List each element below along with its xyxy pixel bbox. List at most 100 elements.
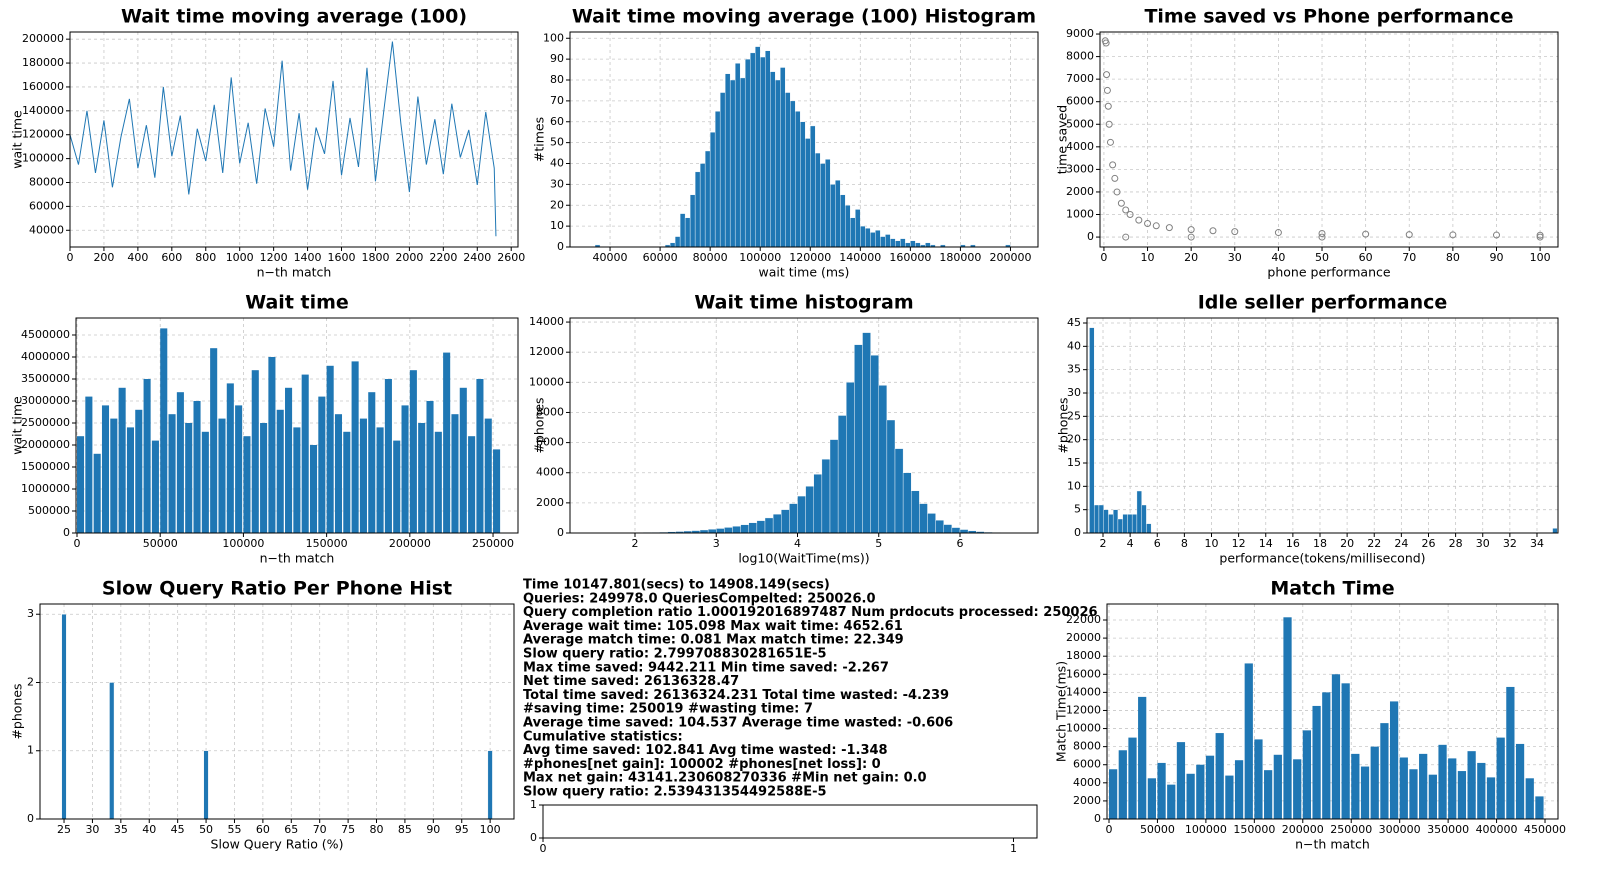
histogram-bar	[772, 513, 782, 534]
stem-bar	[1428, 774, 1437, 819]
histogram-bar	[862, 332, 871, 534]
histogram-bar	[1098, 504, 1104, 534]
histogram-bar	[795, 111, 801, 248]
histogram-bar	[689, 194, 696, 248]
histogram-bar	[744, 58, 751, 248]
histogram-bar	[880, 236, 886, 248]
chart: 0 1 0 1	[530, 798, 1038, 855]
x-tick-label: 28	[1449, 537, 1463, 550]
histogram-bar	[878, 385, 888, 534]
stem-bar	[85, 396, 93, 533]
x-tick-label: 140000	[839, 251, 881, 264]
x-tick-label: 0	[73, 537, 80, 550]
stem-bar	[101, 405, 110, 533]
x-tick-label: 5	[875, 537, 882, 550]
y-tick-label: 4000	[536, 466, 564, 479]
histogram-bar	[1122, 514, 1128, 534]
scatter-point	[1111, 174, 1119, 182]
y-tick-label: 10000	[1066, 722, 1101, 735]
histogram-bar	[890, 238, 896, 248]
x-tick-label: 25	[57, 823, 71, 836]
histogram-bar	[919, 503, 928, 534]
x-tick-label: 16	[1286, 537, 1300, 550]
stem-bar	[343, 431, 351, 533]
stem-bar	[1380, 723, 1389, 819]
x-tick-label: 300000	[1379, 823, 1421, 836]
stem-bar	[135, 409, 143, 533]
histogram-bar	[959, 529, 969, 534]
y-tick-label: 45	[1067, 316, 1081, 329]
stem-bar	[1419, 753, 1428, 819]
scatter-point	[1536, 231, 1544, 239]
histogram-bar	[679, 213, 686, 248]
histogram-bar	[821, 458, 831, 534]
y-tick-label: 3000	[1066, 162, 1094, 175]
x-tick-label: 250000	[1330, 823, 1372, 836]
y-tick-label: 1	[530, 798, 537, 811]
stem-bar	[459, 387, 467, 533]
chart-title: Wait time histogram	[694, 292, 913, 314]
histogram-bar	[820, 163, 826, 248]
stem-bar	[1205, 755, 1215, 819]
x-tick-label: 70	[1402, 251, 1416, 264]
y-tick-label: 0	[63, 526, 70, 539]
histogram-bar	[925, 242, 931, 248]
y-tick-label: 4000	[1066, 140, 1094, 153]
stem-bar	[210, 348, 218, 533]
x-tick-label: 150000	[1233, 823, 1275, 836]
axes-frame	[69, 31, 519, 248]
chart: 0 200 400 600 800 1000 1200 1400 1600 1800 2000 220…	[10, 6, 526, 280]
histogram-bar	[789, 503, 798, 534]
y-tick-label: 40	[1067, 339, 1081, 352]
y-axis-label: #phones	[532, 397, 547, 453]
y-tick-label: 60000	[29, 199, 64, 212]
chart-title: Wait time moving average (100)	[121, 6, 467, 28]
stat-line: Slow query ratio: 2.799708830281651E-5	[523, 647, 827, 662]
histogram-bar	[732, 526, 741, 534]
x-tick-label: 45	[171, 823, 185, 836]
y-tick-label: 12000	[1066, 703, 1101, 716]
x-tick-label: 34	[1530, 537, 1544, 550]
histogram-bar	[1146, 523, 1152, 534]
y-tick-label: 2000	[1066, 185, 1094, 198]
stem-bar	[1264, 770, 1273, 819]
scatter-point	[1318, 229, 1326, 237]
histogram-bar	[487, 750, 493, 820]
y-tick-label: 8000	[536, 405, 564, 418]
y-tick-label: 20000	[1066, 631, 1101, 644]
stem-bar	[193, 400, 201, 533]
x-tick-label: 200000	[1282, 823, 1324, 836]
histogram-bar	[951, 527, 961, 534]
y-tick-label: 6000	[1073, 758, 1101, 771]
stem-bar	[309, 444, 318, 533]
scatter-point	[1165, 224, 1173, 232]
histogram-bar	[109, 682, 115, 820]
stem-bar	[1225, 775, 1234, 819]
x-tick-label: 1400	[294, 251, 322, 264]
stem-bar	[434, 431, 442, 533]
histogram-bar	[840, 194, 846, 248]
histogram-bar	[740, 524, 749, 534]
y-tick-label: 100	[543, 31, 564, 44]
x-axis-label: n−th match	[1295, 837, 1370, 852]
stem-bar	[401, 405, 409, 533]
y-axis-label: #times	[532, 117, 547, 162]
chart: 2 4 6 8 10 12 14 16 18 20 22 24 26 28 30 32 340510152025…	[1056, 292, 1559, 566]
stat-line: Max net gain: 43141.230608270336 #Min ne…	[523, 771, 927, 786]
stem-bar	[1389, 701, 1399, 819]
y-tick-label: 16000	[1066, 667, 1101, 680]
x-tick-label: 10	[1141, 251, 1155, 264]
y-tick-label: 10000	[529, 375, 564, 388]
stem-bar	[1477, 762, 1486, 819]
y-tick-label: 70	[550, 94, 564, 107]
x-tick-label: 80000	[693, 251, 728, 264]
y-tick-label: 7000	[1066, 72, 1094, 85]
scatter-point	[1104, 102, 1112, 110]
x-tick-label: 0	[1105, 823, 1112, 836]
x-tick-label: 2400	[463, 251, 491, 264]
scatter-point	[1144, 220, 1152, 228]
histogram-bar	[716, 528, 725, 534]
stem-bar	[384, 378, 392, 533]
y-tick-label: 30	[1067, 386, 1081, 399]
